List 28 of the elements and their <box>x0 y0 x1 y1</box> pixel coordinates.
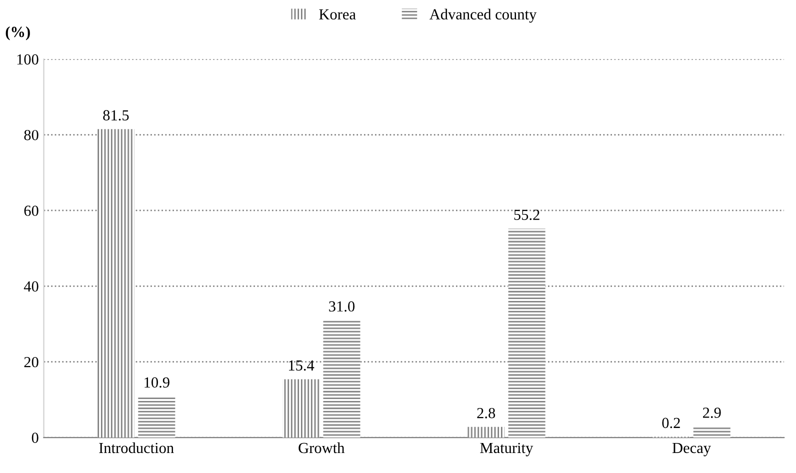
data-label: 10.9 <box>144 377 170 388</box>
data-label: 0.2 <box>662 418 680 428</box>
y-tick-label: 80 <box>24 130 38 140</box>
x-tick-label: Decay <box>672 442 711 456</box>
data-label: 2.9 <box>703 408 721 418</box>
bar <box>693 426 730 438</box>
x-tick-label: Introduction <box>99 442 174 454</box>
bar <box>323 320 360 438</box>
bar <box>508 228 546 438</box>
legend-label: Advanced county <box>429 8 537 23</box>
data-label: 15.4 <box>289 360 314 371</box>
data-label: 31.0 <box>329 301 355 312</box>
data-label: 2.8 <box>477 408 496 418</box>
bar <box>138 396 176 438</box>
y-tick-label: 40 <box>24 281 38 292</box>
bar <box>97 129 134 438</box>
x-tick-label: Growth <box>298 442 345 454</box>
bar <box>468 426 505 438</box>
y-tick-label: 0 <box>32 432 38 443</box>
x-tick-label: Maturity <box>480 442 534 456</box>
bar <box>282 379 320 438</box>
legend-label: Korea <box>319 9 356 20</box>
y-tick-label: 20 <box>24 356 38 368</box>
y-tick-label: 60 <box>24 206 38 216</box>
y-axis-title: (%) <box>6 26 30 40</box>
data-label: 55.2 <box>514 210 540 220</box>
data-label: 81.5 <box>103 110 129 121</box>
y-tick-label: 100 <box>17 54 38 65</box>
